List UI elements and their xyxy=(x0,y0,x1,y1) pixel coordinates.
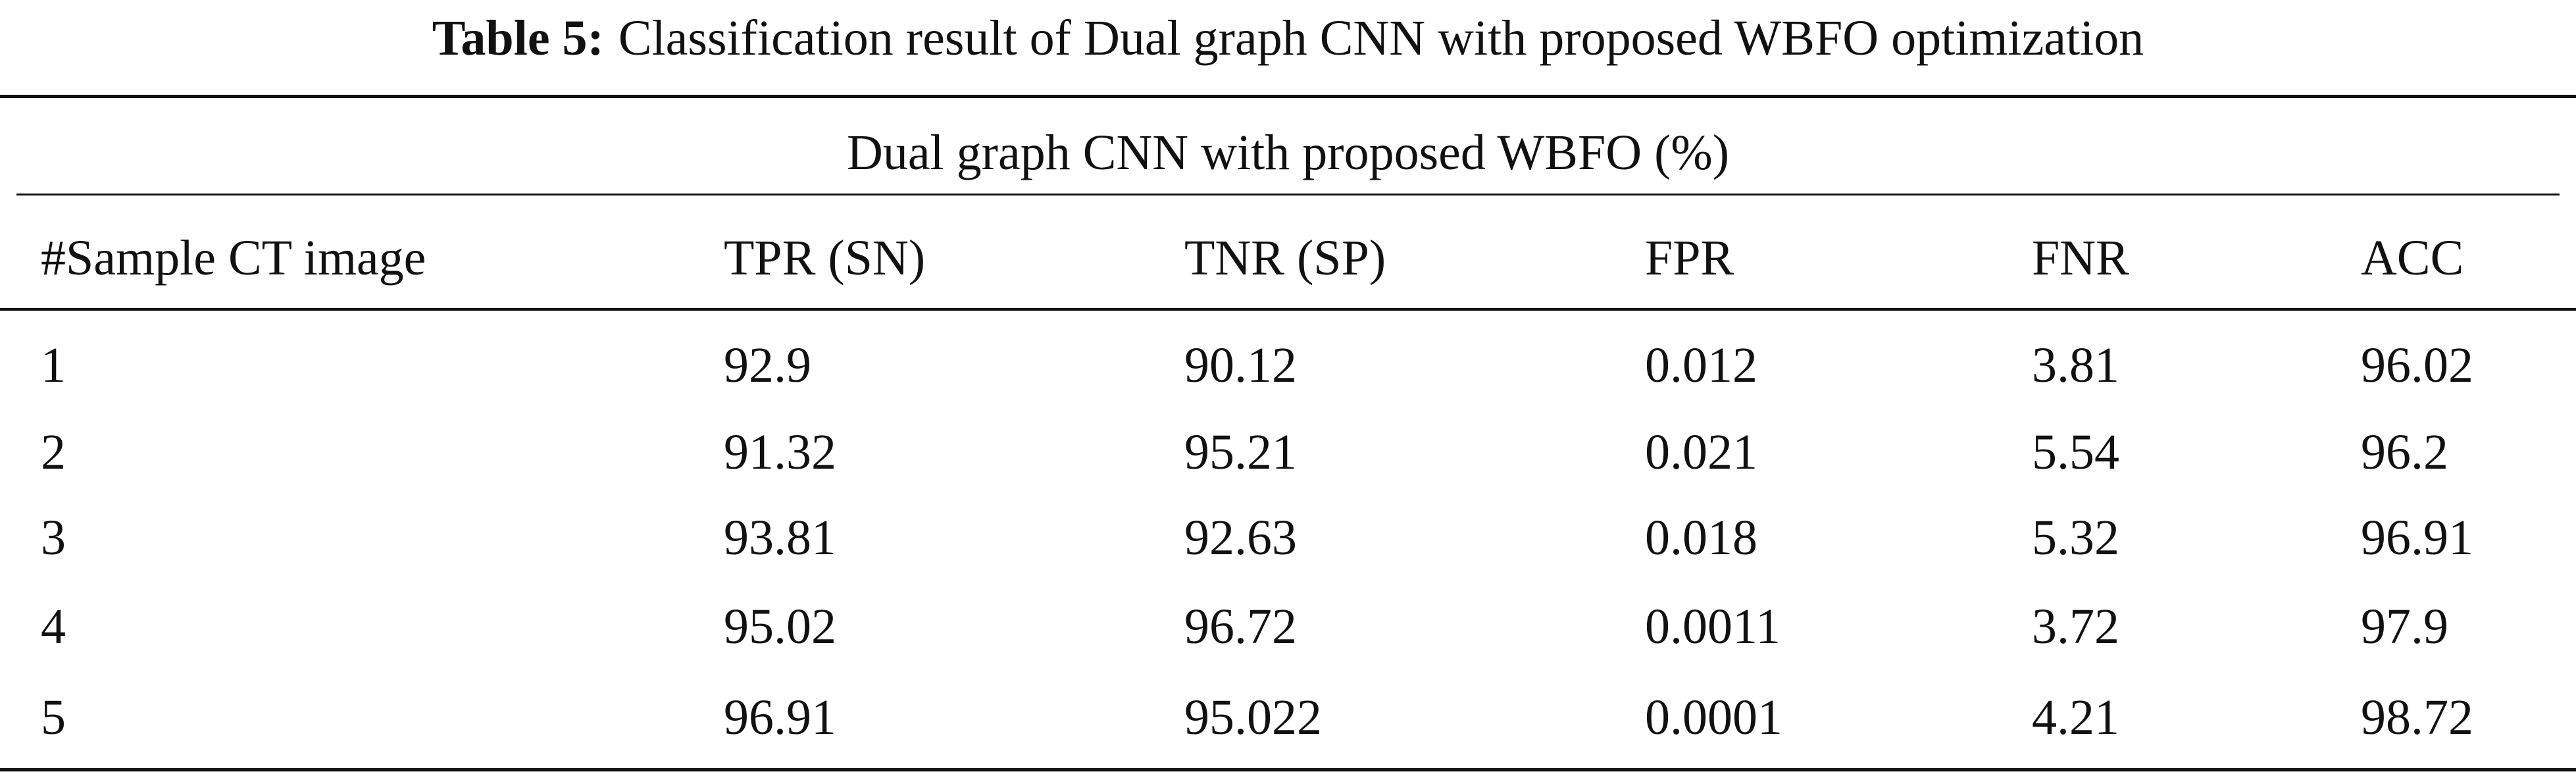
cell: 96.91 xyxy=(2361,510,2473,565)
cell: 0.0001 xyxy=(1645,690,1782,745)
column-header: TNR (SP) xyxy=(1184,230,1386,286)
cell: 4 xyxy=(41,599,66,654)
header-rule xyxy=(0,308,2576,311)
cell: 91.32 xyxy=(724,425,836,480)
cell: 92.9 xyxy=(724,338,811,393)
cell: 0.0011 xyxy=(1645,599,1781,654)
column-header: FNR xyxy=(2032,230,2129,286)
caption: Table 5: Classification result of Dual gr… xyxy=(0,13,2576,63)
cell: 97.9 xyxy=(2361,599,2448,654)
cell: 1 xyxy=(41,338,66,393)
column-header: TPR (SN) xyxy=(724,230,926,286)
bottom-rule xyxy=(0,768,2576,771)
top-rule xyxy=(0,95,2576,98)
cell: 95.02 xyxy=(724,599,836,654)
cell: 2 xyxy=(41,425,66,480)
cell: 5 xyxy=(41,690,66,745)
cell: 92.63 xyxy=(1184,510,1297,565)
cell: 96.02 xyxy=(2361,338,2473,393)
group-rule xyxy=(16,194,2560,195)
caption-label: Table 5: xyxy=(432,11,604,66)
column-header: FPR xyxy=(1645,230,1734,286)
column-header: #Sample CT image xyxy=(41,230,426,286)
cell: 3 xyxy=(41,510,66,565)
cell: 98.72 xyxy=(2361,690,2473,745)
cell: 5.54 xyxy=(2032,425,2119,480)
cell: 5.32 xyxy=(2032,510,2119,565)
cell: 95.022 xyxy=(1184,690,1322,745)
cell: 0.021 xyxy=(1645,425,1757,480)
cell: 95.21 xyxy=(1184,425,1297,480)
cell: 4.21 xyxy=(2032,690,2119,745)
cell: 96.2 xyxy=(2361,425,2448,480)
cell: 0.018 xyxy=(1645,510,1757,565)
cell: 93.81 xyxy=(724,510,836,565)
caption-text: Classification result of Dual graph CNN … xyxy=(618,11,2144,66)
cell: 90.12 xyxy=(1184,338,1297,393)
cell: 96.72 xyxy=(1184,599,1297,654)
column-header: ACC xyxy=(2361,230,2464,286)
cell: 3.81 xyxy=(2032,338,2119,393)
cell: 3.72 xyxy=(2032,599,2119,654)
cell: 96.91 xyxy=(724,690,836,745)
cell: 0.012 xyxy=(1645,338,1757,393)
group-header: Dual graph CNN with proposed WBFO (%) xyxy=(846,125,1730,180)
